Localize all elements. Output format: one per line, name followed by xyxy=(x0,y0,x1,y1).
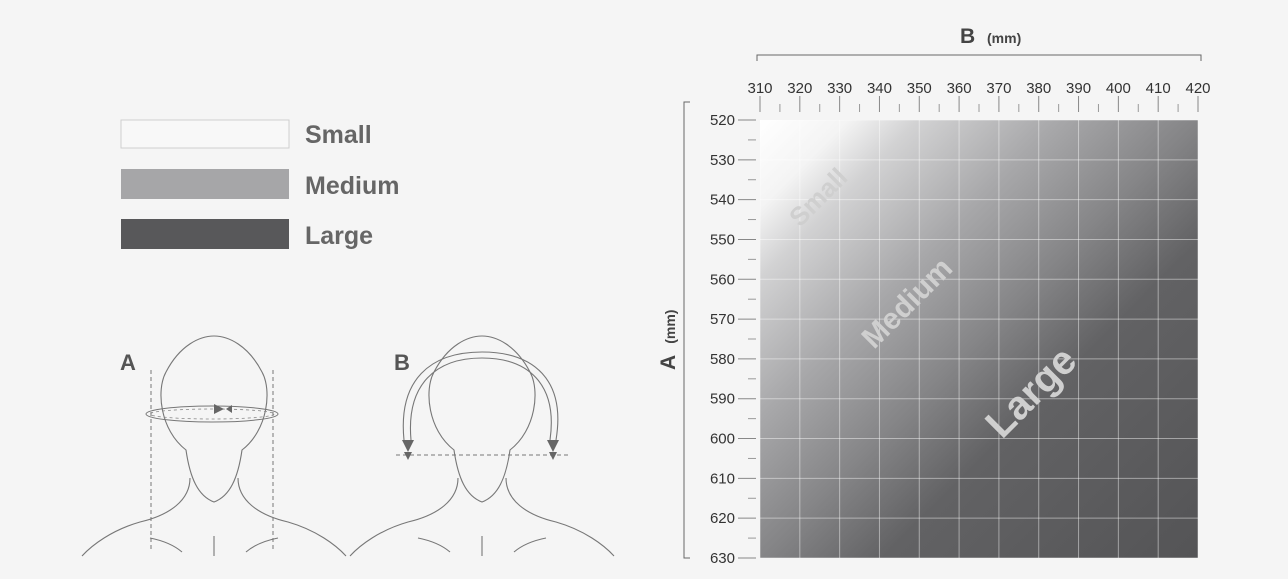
legend-swatch-small xyxy=(120,119,290,149)
neck-shoulders-b xyxy=(349,477,615,557)
head-outline-b xyxy=(428,335,536,503)
head-diagram-b: B xyxy=(349,335,615,557)
x-tick-label: 340 xyxy=(867,80,892,97)
y-tick-label: 610 xyxy=(710,470,735,487)
legend-label-medium: Medium xyxy=(305,172,399,200)
x-tick-label: 320 xyxy=(787,80,812,97)
x-tick-label: 410 xyxy=(1146,80,1171,97)
y-tick-label: 580 xyxy=(710,351,735,368)
legend-swatch-medium xyxy=(121,169,289,199)
y-tick-label: 590 xyxy=(710,391,735,408)
y-tick-label: 560 xyxy=(710,271,735,288)
gridlines xyxy=(760,120,1198,558)
neck-shoulders-a xyxy=(81,477,347,557)
legend-swatch-large xyxy=(121,219,289,249)
y-tick-label: 550 xyxy=(710,231,735,248)
figure-label-b: B xyxy=(394,350,410,375)
arrow-down-right-icon xyxy=(547,440,559,452)
y-axis-ticks xyxy=(738,119,756,559)
x-tick-label: 370 xyxy=(986,80,1011,97)
x-tick-label: 380 xyxy=(1026,80,1051,97)
ear-tick-marks xyxy=(404,452,557,460)
circumference-line xyxy=(145,405,279,423)
head-diagram-a: A xyxy=(81,335,347,557)
y-axis-tick-labels: 520 530 540 550 560 570 580 590 600 610 620 630 xyxy=(710,112,735,567)
legend: Small Medium Large xyxy=(120,119,399,250)
circumference-line-back xyxy=(149,408,275,420)
y-tick-label: 530 xyxy=(710,152,735,169)
arrow-icon xyxy=(214,404,232,414)
x-tick-label: 390 xyxy=(1066,80,1091,97)
x-axis-bracket xyxy=(756,54,1202,61)
x-tick-label: 400 xyxy=(1106,80,1131,97)
y-tick-label: 520 xyxy=(710,112,735,129)
y-tick-label: 570 xyxy=(710,311,735,328)
x-axis-tick-labels: 310 320 330 340 350 360 370 380 390 400 410 420 xyxy=(747,80,1210,97)
legend-label-small: Small xyxy=(305,121,372,149)
x-tick-label: 310 xyxy=(747,80,772,97)
x-tick-label: 350 xyxy=(907,80,932,97)
y-tick-label: 620 xyxy=(710,510,735,527)
x-axis-unit: (mm) xyxy=(987,30,1021,46)
x-axis-label: B xyxy=(960,25,975,48)
x-axis-ticks xyxy=(759,96,1199,112)
over-head-arc-inner xyxy=(409,357,552,441)
y-axis-bracket xyxy=(683,101,690,559)
y-tick-label: 540 xyxy=(710,192,735,209)
heatmap-area xyxy=(760,120,1198,558)
size-heatmap-chart: 310 320 330 340 350 360 370 380 390 400 410 420 520… xyxy=(657,25,1211,567)
figure-label-a: A xyxy=(120,350,136,375)
y-axis-title: A (mm) xyxy=(657,310,680,370)
x-tick-label: 420 xyxy=(1185,80,1210,97)
y-axis-label: A xyxy=(657,355,680,370)
y-tick-label: 630 xyxy=(710,550,735,567)
y-axis-unit: (mm) xyxy=(662,310,678,344)
arrow-down-left-icon xyxy=(402,440,414,452)
head-outline-a xyxy=(160,335,268,503)
over-head-arc-outer xyxy=(402,351,559,441)
x-tick-label: 330 xyxy=(827,80,852,97)
x-tick-label: 360 xyxy=(947,80,972,97)
x-axis-title: B (mm) xyxy=(960,25,1021,48)
y-tick-label: 600 xyxy=(710,431,735,448)
legend-label-large: Large xyxy=(305,222,373,250)
